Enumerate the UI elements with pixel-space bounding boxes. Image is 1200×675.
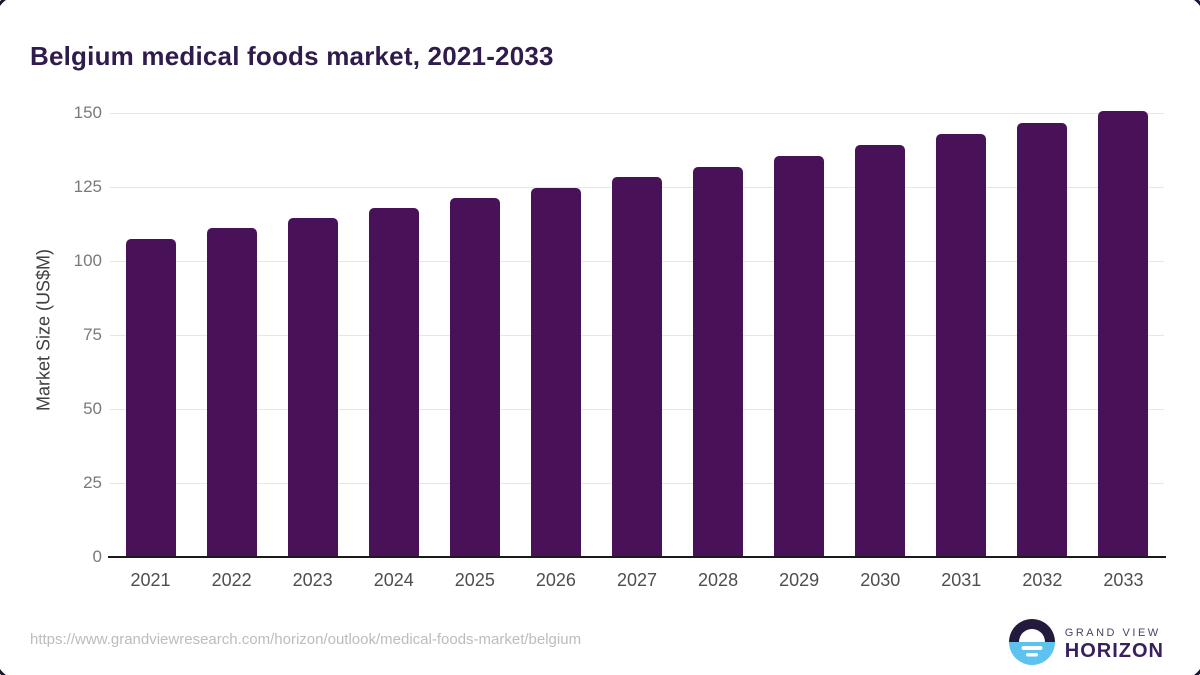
horizon-sun-icon	[1008, 619, 1055, 670]
bar-2024[interactable]	[368, 207, 419, 557]
page-title: Belgium medical foods market, 2021-2033	[30, 41, 554, 72]
y-tick-label: 100	[73, 251, 102, 270]
y-tick-label: 50	[83, 399, 102, 418]
x-tick-label: 2022	[211, 570, 252, 590]
bar-2026[interactable]	[530, 187, 581, 557]
bar-2021[interactable]	[125, 239, 176, 557]
y-tick-label: 0	[92, 547, 102, 566]
grand-view-horizon-logo: GRAND VIEW HORIZON	[1008, 619, 1164, 670]
bar-2032[interactable]	[1017, 123, 1068, 557]
x-tick-label: 2026	[535, 570, 576, 590]
x-tick-label: 2030	[860, 570, 901, 590]
y-tick-label: 25	[83, 473, 102, 492]
y-tick-label: 125	[73, 177, 102, 196]
bar-2031[interactable]	[936, 134, 987, 557]
x-tick-label: 2033	[1103, 570, 1144, 590]
logo-brand-name: GRAND VIEW	[1064, 626, 1161, 639]
x-tick-label: 2027	[616, 570, 657, 590]
y-tick-label: 150	[73, 103, 102, 122]
bar-2022[interactable]	[206, 228, 257, 557]
x-tick-label: 2032	[1022, 570, 1063, 590]
x-tick-label: 2021	[130, 570, 171, 590]
x-tick-label: 2024	[373, 570, 414, 590]
x-tick-label: 2025	[454, 570, 495, 590]
logo-product-name: HORIZON	[1064, 639, 1164, 662]
bar-2027[interactable]	[612, 177, 662, 557]
bar-2030[interactable]	[855, 145, 906, 557]
source-url: https://www.grandviewresearch.com/horizo…	[30, 631, 582, 648]
gridline	[110, 112, 1164, 114]
y-tick-label: 75	[83, 325, 102, 344]
x-axis-line	[108, 556, 1166, 558]
bar-2023[interactable]	[287, 218, 338, 557]
x-tick-label: 2029	[779, 570, 820, 590]
x-tick-label: 2028	[698, 570, 739, 590]
bar-2028[interactable]	[693, 166, 744, 557]
bar-2033[interactable]	[1098, 111, 1149, 557]
x-tick-label: 2031	[941, 570, 982, 590]
bar-2025[interactable]	[449, 198, 500, 557]
x-tick-label: 2023	[292, 570, 333, 590]
bar-2029[interactable]	[774, 156, 825, 557]
logo-text: GRAND VIEW HORIZON	[1065, 627, 1164, 663]
